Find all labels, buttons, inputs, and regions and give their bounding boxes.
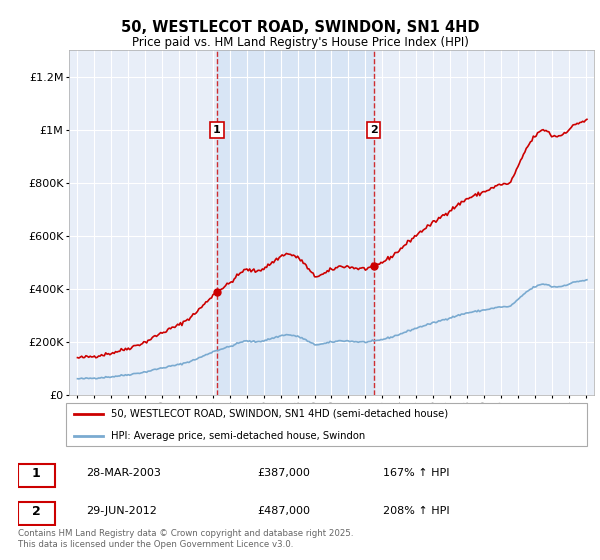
Text: 1: 1: [213, 125, 221, 135]
Text: 167% ↑ HPI: 167% ↑ HPI: [383, 469, 449, 478]
Text: 1: 1: [32, 467, 41, 480]
FancyBboxPatch shape: [18, 464, 55, 487]
Text: 50, WESTLECOT ROAD, SWINDON, SN1 4HD: 50, WESTLECOT ROAD, SWINDON, SN1 4HD: [121, 20, 479, 35]
Text: 29-JUN-2012: 29-JUN-2012: [86, 506, 157, 516]
Text: 2: 2: [32, 505, 41, 518]
Text: HPI: Average price, semi-detached house, Swindon: HPI: Average price, semi-detached house,…: [110, 431, 365, 441]
Text: 2: 2: [370, 125, 377, 135]
Text: Price paid vs. HM Land Registry's House Price Index (HPI): Price paid vs. HM Land Registry's House …: [131, 36, 469, 49]
Text: £487,000: £487,000: [257, 506, 310, 516]
FancyBboxPatch shape: [18, 502, 55, 525]
Bar: [217, 50, 374, 395]
Text: £387,000: £387,000: [257, 469, 310, 478]
Text: Contains HM Land Registry data © Crown copyright and database right 2025.
This d: Contains HM Land Registry data © Crown c…: [18, 529, 353, 549]
Text: 50, WESTLECOT ROAD, SWINDON, SN1 4HD (semi-detached house): 50, WESTLECOT ROAD, SWINDON, SN1 4HD (se…: [110, 409, 448, 419]
FancyBboxPatch shape: [65, 403, 587, 446]
Text: 208% ↑ HPI: 208% ↑ HPI: [383, 506, 449, 516]
Text: 28-MAR-2003: 28-MAR-2003: [86, 469, 161, 478]
